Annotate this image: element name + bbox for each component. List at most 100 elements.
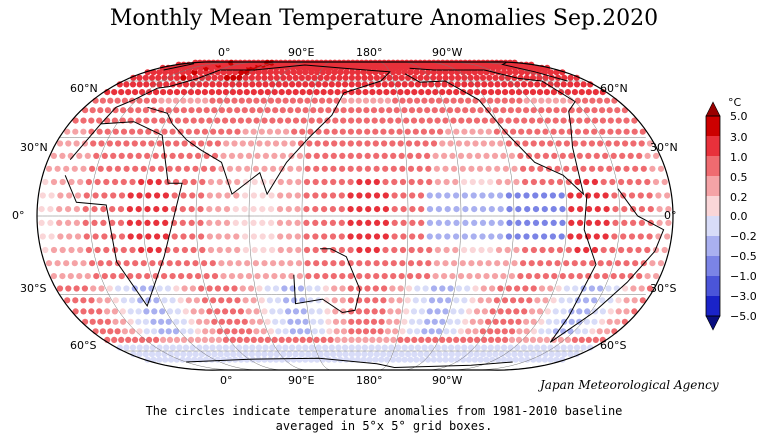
anomaly-dot <box>174 117 181 124</box>
anomaly-dot <box>491 152 499 159</box>
anomaly-dot <box>317 107 324 114</box>
anomaly-dot <box>77 178 84 186</box>
anomaly-dot <box>534 81 541 88</box>
anomaly-dot <box>567 351 574 358</box>
anomaly-dot <box>145 192 152 199</box>
anomaly-dot <box>362 97 370 104</box>
colorbar-unit: °C <box>728 96 742 109</box>
anomaly-dot <box>416 260 423 267</box>
anomaly-dot <box>426 206 434 213</box>
anomaly-dot <box>296 273 303 280</box>
anomaly-dot <box>300 308 307 315</box>
anomaly-dot <box>326 328 333 335</box>
anomaly-dot <box>529 117 536 124</box>
anomaly-dot <box>162 233 169 240</box>
anomaly-dot <box>426 192 433 199</box>
anomaly-dot <box>80 308 87 315</box>
anomaly-dot <box>269 81 276 88</box>
anomaly-dot <box>523 318 530 325</box>
anomaly-dot <box>348 81 355 88</box>
anomaly-dot <box>417 192 425 199</box>
anomaly-dot <box>304 328 311 335</box>
anomaly-dot <box>494 344 501 351</box>
anomaly-dot <box>574 328 581 335</box>
anomaly-dot <box>555 285 562 292</box>
anomaly-dot <box>502 89 509 96</box>
anomaly-dot <box>230 74 237 81</box>
anomaly-dot <box>584 192 592 199</box>
anomaly-dot <box>580 140 587 147</box>
anomaly-dot <box>155 351 162 358</box>
anomaly-dot <box>88 117 95 124</box>
anomaly-dot <box>388 81 395 88</box>
anomaly-dot <box>91 206 98 213</box>
anomaly-dot <box>239 140 246 147</box>
anomaly-dot <box>154 233 161 240</box>
anomaly-dot <box>400 192 407 199</box>
anomaly-dot <box>127 192 134 199</box>
anomaly-dot <box>347 273 354 280</box>
anomaly-dot <box>253 308 260 315</box>
anomaly-dot <box>112 246 119 254</box>
anomaly-dot <box>64 128 71 135</box>
anomaly-dot <box>132 89 139 96</box>
anomaly-dot <box>561 107 568 114</box>
anomaly-dot <box>515 336 523 343</box>
anomaly-dot <box>336 74 343 81</box>
anomaly-dot <box>158 328 165 335</box>
lon-label-bottom-90e: 90°E <box>288 374 315 387</box>
anomaly-dot <box>281 285 288 292</box>
coastlines <box>64 62 665 369</box>
anomaly-dot <box>479 351 487 358</box>
anomaly-dot <box>325 107 332 114</box>
anomaly-dot <box>275 81 282 88</box>
anomaly-dot <box>414 97 421 104</box>
anomaly-dot <box>646 192 653 199</box>
anomaly-dot <box>665 206 672 213</box>
anomaly-dot <box>140 165 147 172</box>
anomaly-dot <box>383 89 390 96</box>
anomaly-dot <box>580 260 587 267</box>
anomaly-dot <box>112 318 119 325</box>
anomaly-dot <box>526 128 533 135</box>
anomaly-dot <box>190 117 197 124</box>
anomaly-dot <box>505 308 512 315</box>
anomaly-dot <box>483 152 490 159</box>
anomaly-dot <box>153 206 160 213</box>
anomaly-dot <box>123 344 130 351</box>
anomaly-dot <box>505 233 512 240</box>
anomaly-dot <box>373 351 380 358</box>
anomaly-dot <box>574 97 581 104</box>
anomaly-dot <box>574 128 582 135</box>
anomaly-dot <box>430 356 437 363</box>
anomaly-dot <box>242 297 249 304</box>
anomaly-dot <box>474 344 481 351</box>
anomaly-dot <box>363 318 370 325</box>
anomaly-dot <box>371 117 378 124</box>
anomaly-dot <box>286 246 293 254</box>
anomaly-dot <box>50 152 58 159</box>
anomaly-dot <box>385 59 392 66</box>
anomaly-dot <box>123 260 130 267</box>
anomaly-dot <box>461 351 468 358</box>
anomaly-dot <box>497 140 504 147</box>
anomaly-dot <box>256 285 263 292</box>
anomaly-dot <box>373 152 380 159</box>
anomaly-dot <box>611 192 618 199</box>
anomaly-dot <box>268 206 275 213</box>
anomaly-dot <box>156 81 163 88</box>
colorbar-segment <box>706 216 720 237</box>
anomaly-dot <box>203 318 210 325</box>
anomaly-dot <box>185 128 192 135</box>
anomaly-dot <box>487 81 494 88</box>
anomaly-dot <box>462 107 469 114</box>
anomaly-dot <box>413 356 420 363</box>
anomaly-dot <box>420 128 427 135</box>
anomaly-dot <box>294 192 301 199</box>
anomaly-dot <box>120 246 127 254</box>
anomaly-dot <box>488 219 495 226</box>
anomaly-dot <box>278 89 285 96</box>
anomaly-dot <box>467 351 474 358</box>
anomaly-dot <box>461 81 468 88</box>
anomaly-dot <box>50 178 58 186</box>
